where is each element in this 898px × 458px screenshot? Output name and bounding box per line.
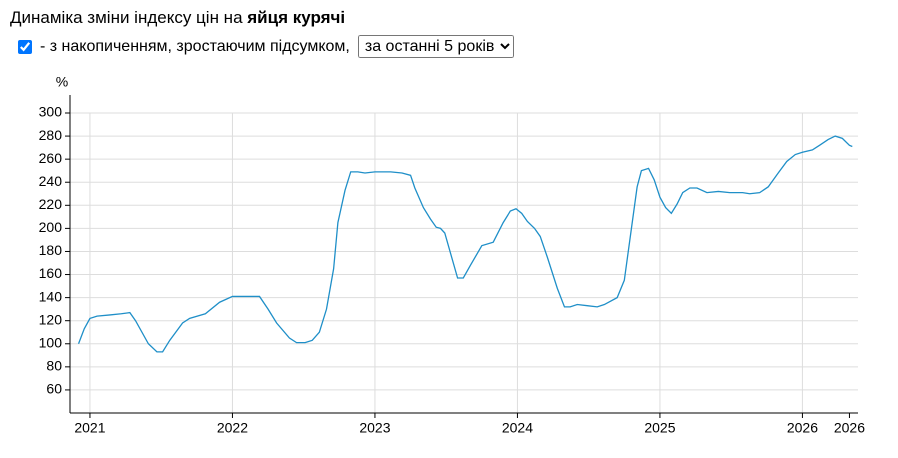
y-tick-label: 300 [39,104,63,120]
x-tick-label: 2026 [787,420,818,436]
y-tick-label: 260 [39,150,63,166]
title-emphasis: яйця курячі [247,8,346,27]
controls: - з накопиченням, зростаючим підсумком, … [18,35,514,58]
title-text: Динаміка зміни індексу цін на [10,8,248,27]
x-tick-label: 2025 [644,420,675,436]
cumulative-label: - з накопиченням, зростаючим підсумком, [40,37,350,55]
x-tick-label: 2023 [359,420,390,436]
y-tick-label: 120 [39,311,63,327]
y-tick-label: 100 [39,334,63,350]
y-tick-label: 240 [39,173,63,189]
y-tick-label: 80 [46,358,62,374]
y-axis-label: % [56,74,68,90]
y-tick-label: 140 [39,288,63,304]
x-tick-label: 2024 [502,420,533,436]
y-tick-label: 220 [39,196,63,212]
y-tick-label: 160 [39,265,63,281]
cumulative-checkbox[interactable] [18,39,32,54]
y-tick-label: 200 [39,219,63,235]
y-tick-label: 280 [39,127,63,143]
x-tick-label: 2022 [217,420,248,436]
x-tick-label: 2026 [834,420,865,436]
data-line [77,135,853,353]
period-select[interactable]: за останні 5 років [357,35,514,58]
y-tick-label: 60 [46,381,62,397]
x-tick-label: 2021 [74,420,105,436]
title: Динаміка зміни індексу цін на яйця куряч… [10,8,345,28]
y-tick-label: 180 [39,242,63,258]
